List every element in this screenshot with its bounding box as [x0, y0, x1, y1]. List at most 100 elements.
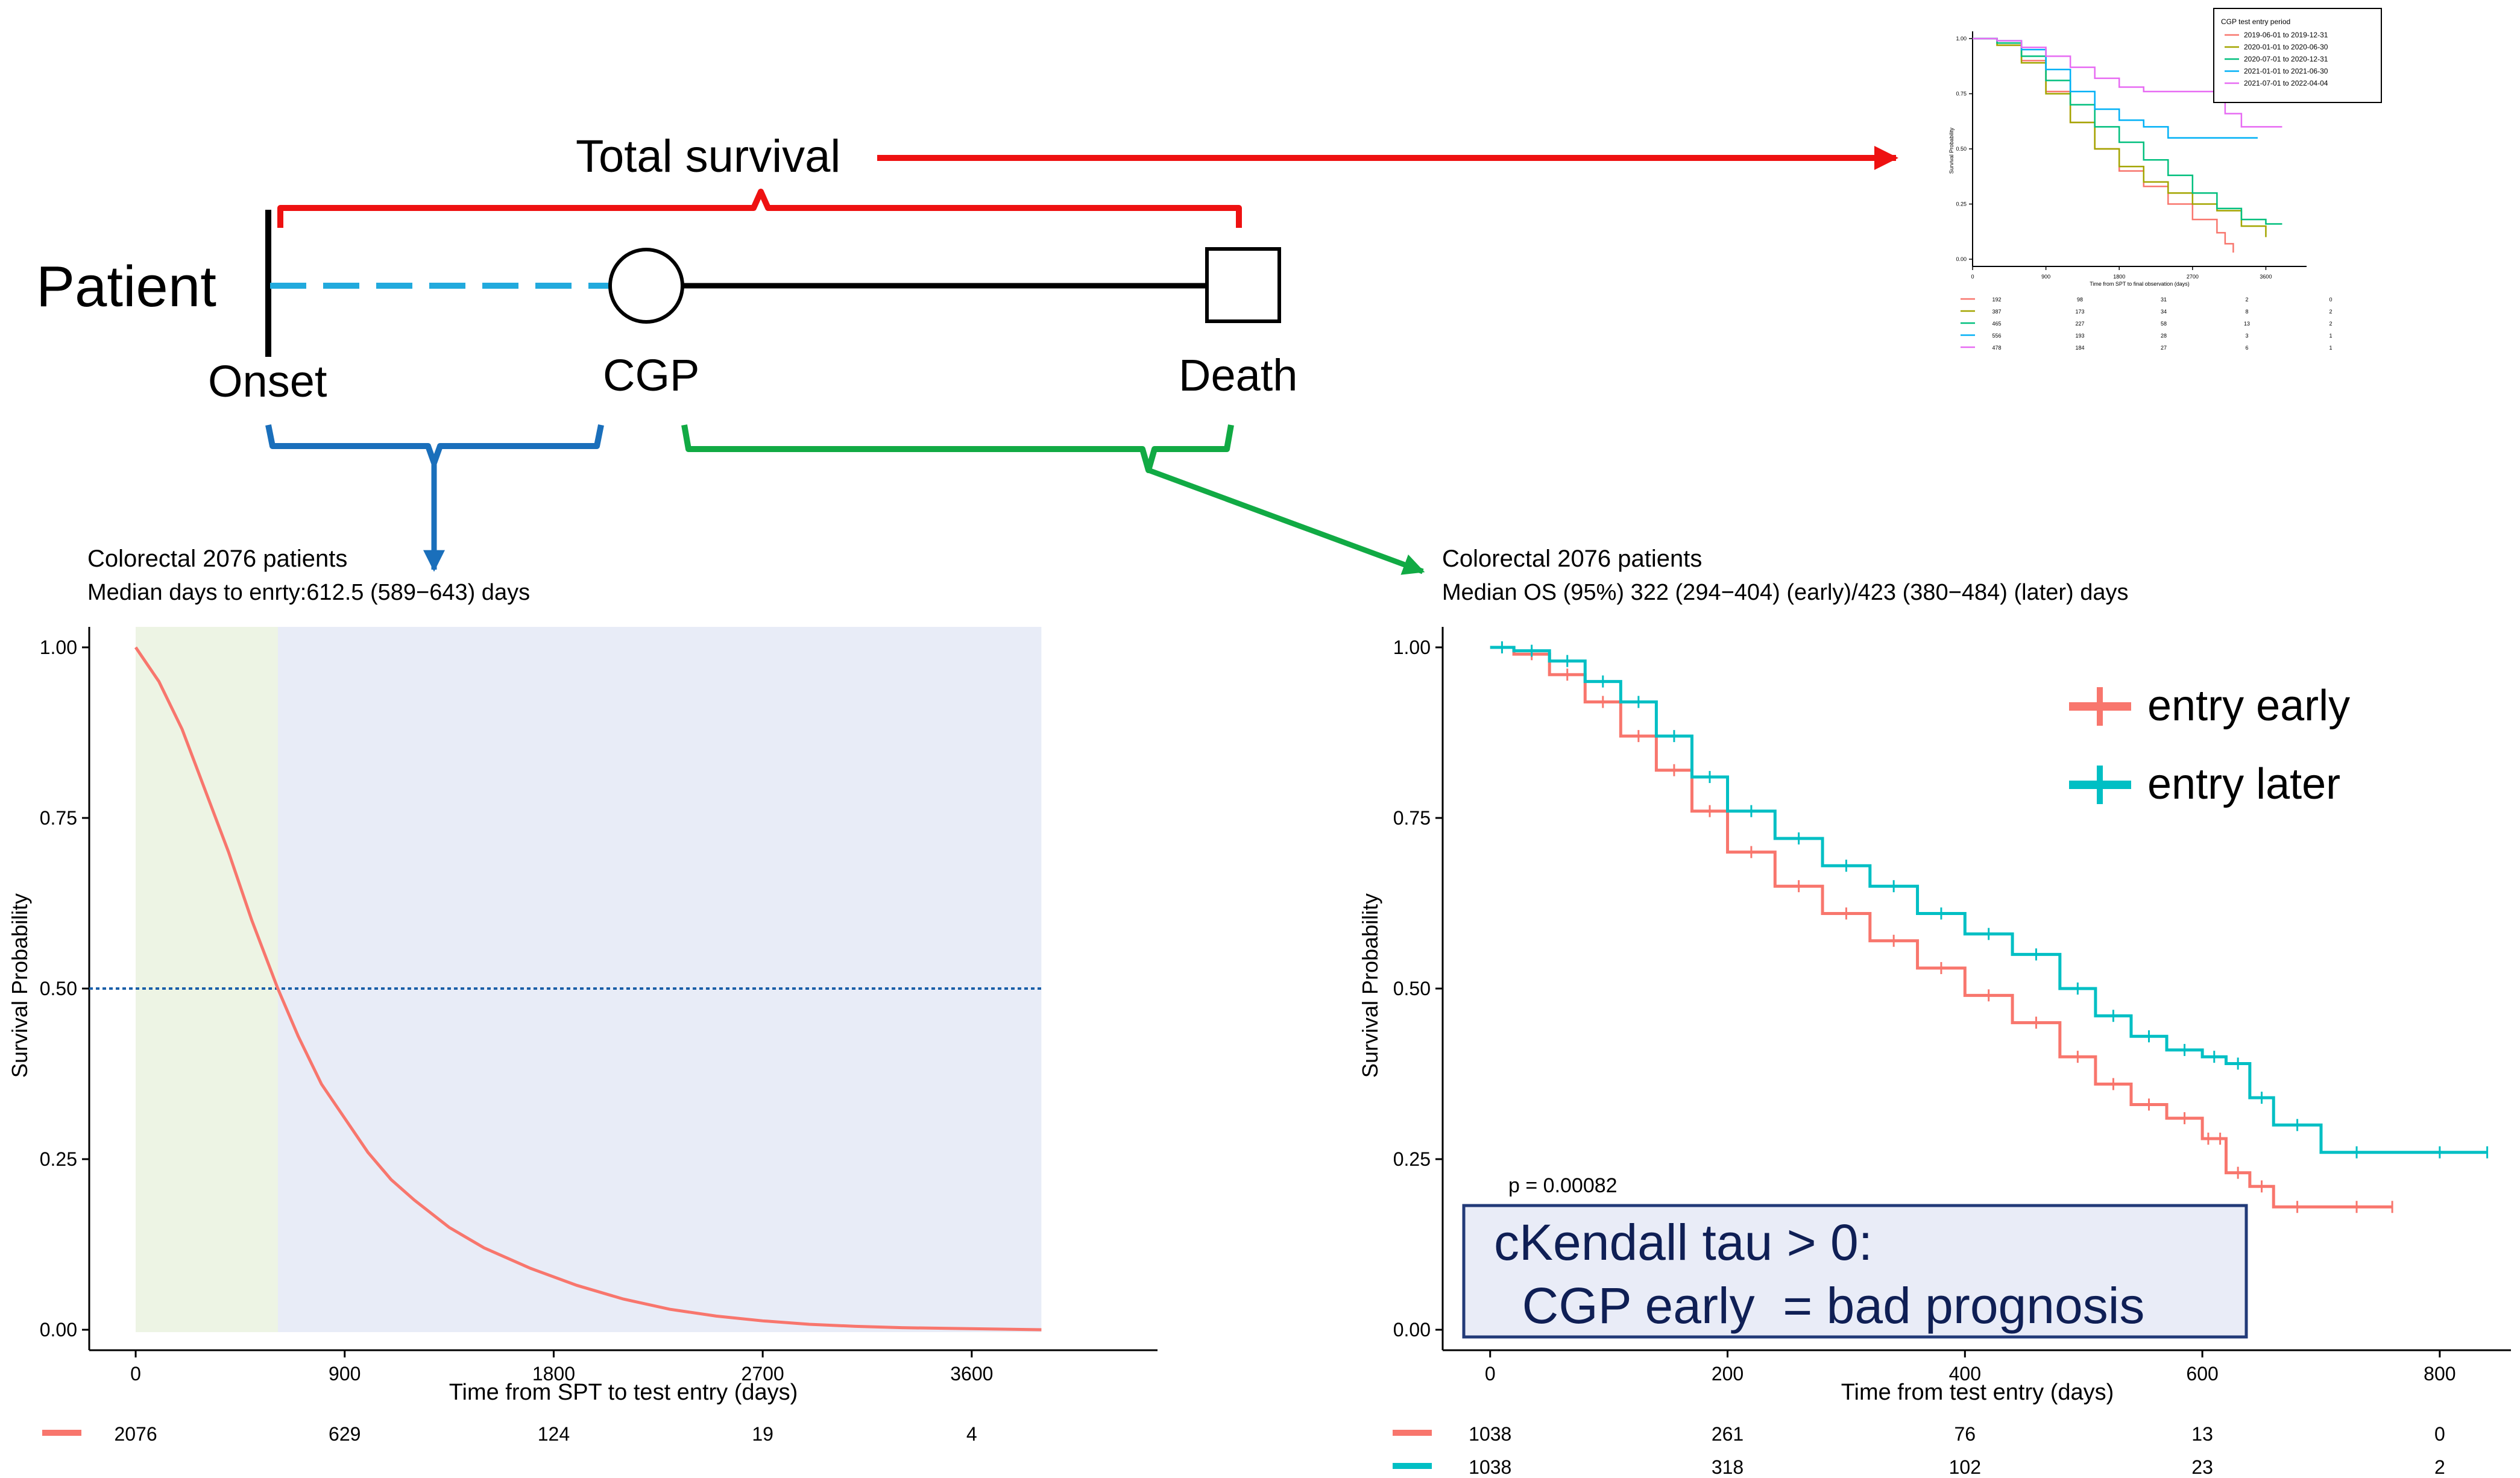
later-shade-region: [277, 627, 1042, 1332]
cgp-death-bracket: [681, 424, 1234, 473]
inset-risk-count: 34: [2161, 309, 2167, 315]
inset-risk-count: 2: [2329, 309, 2332, 315]
inset-risk-count: 6: [2245, 345, 2248, 351]
inset-risk-count: 2: [2329, 321, 2332, 327]
onset-label: Onset: [208, 356, 327, 406]
right-y-tick-label: 0.50: [1393, 978, 1431, 999]
p-value: p = 0.00082: [1508, 1174, 1618, 1197]
right-chart-title: Colorectal 2076 patients: [1442, 546, 1702, 572]
inset-y-tick-label: 0.75: [1956, 91, 1967, 97]
inset-y-tick-label: 0.50: [1956, 146, 1967, 152]
inset-risk-count: 387: [1992, 309, 2001, 315]
right-km-chart: Colorectal 2076 patients Median OS (95%)…: [1358, 546, 2511, 1478]
patient-label: Patient: [36, 254, 216, 319]
right-x-tick-label: 600: [2186, 1363, 2218, 1385]
inset-x-tick-label: 0: [1971, 274, 1974, 280]
right-risk-count: 318: [1712, 1456, 1744, 1475]
inset-y-tick-label: 0.00: [1956, 256, 1967, 262]
left-risk-count: 4: [966, 1423, 977, 1445]
left-risk-count: 2076: [114, 1423, 157, 1445]
inset-legend-label: 2021-07-01 to 2022-04-04: [2244, 79, 2328, 87]
left-km-chart: Colorectal 2076 patients Median days to …: [7, 546, 1158, 1445]
right-y-tick-label: 0.25: [1393, 1148, 1431, 1170]
left-survival-curve: [134, 646, 1042, 1332]
cgp-label: CGP: [603, 350, 699, 400]
inset-legend-label: 2020-01-01 to 2020-06-30: [2244, 43, 2328, 51]
inset-risk-count: 58: [2161, 321, 2167, 327]
inset-risk-count: 27: [2161, 345, 2167, 351]
right-x-axis-title: Time from test entry (days): [1841, 1380, 2114, 1405]
left-risk-count: 124: [538, 1423, 570, 1445]
inset-x-tick-label: 2700: [2187, 274, 2199, 280]
right-y-axis-title: Survival Probability: [1358, 893, 1382, 1078]
left-x-tick-label: 3600: [950, 1363, 993, 1385]
left-x-tick-label: 2700: [742, 1363, 784, 1385]
inset-legend: CGP test entry period 2019-06-01 to 2019…: [2213, 8, 2382, 103]
inset-series-line: [1973, 37, 2282, 128]
left-x-tick-label: 900: [329, 1363, 361, 1385]
inset-x-tick-label: 1800: [2113, 274, 2125, 280]
right-legend: entry early entry later: [2069, 682, 2350, 808]
inset-x-axis-title: Time from SPT to final observation (days…: [2090, 281, 2190, 287]
right-survival-curve: [1490, 646, 2487, 1154]
kendall-line-2: CGP early = bad prognosis: [1494, 1277, 2144, 1334]
right-x-tick-label: 400: [1949, 1363, 1981, 1385]
right-x-tick-label: 200: [1712, 1363, 1744, 1385]
right-risk-count: 0: [2434, 1423, 2445, 1445]
legend-later-label: entry later: [2147, 760, 2340, 808]
right-y-tick-label: 0.75: [1393, 807, 1431, 829]
inset-y-tick-label: 1.00: [1956, 36, 1967, 42]
inset-risk-count: 184: [2075, 345, 2084, 351]
left-y-tick-label: 0.50: [40, 978, 77, 999]
kendall-line-1: cKendall tau > 0:: [1494, 1214, 1873, 1271]
inset-legend-label: 2020-07-01 to 2020-12-31: [2244, 55, 2328, 63]
right-risk-count: 2: [2434, 1456, 2445, 1475]
right-risk-count: 23: [2191, 1456, 2213, 1475]
kendall-box: [1462, 1204, 2248, 1339]
left-y-tick-label: 0.75: [40, 807, 77, 829]
inset-legend-label: 2021-01-01 to 2021-06-30: [2244, 67, 2328, 75]
early-shade-region: [136, 627, 278, 1332]
inset-legend-label: 2019-06-01 to 2019-12-31: [2244, 31, 2328, 39]
inset-y-axis-title: Survival Probability: [1948, 127, 1955, 174]
kendall-annotation-box: cKendall tau > 0: CGP early = bad progno…: [1462, 1204, 2248, 1339]
right-risk-count: 76: [1955, 1423, 1976, 1445]
left-y-tick-label: 1.00: [40, 637, 77, 658]
inset-risk-count: 31: [2161, 297, 2167, 303]
right-x-tick-label: 0: [1485, 1363, 1496, 1385]
inset-ticks: 0 900 1800 2700 3600 0.00 0.25 0.50 0.75 1.00: [1956, 36, 2272, 280]
inset-risk-count: 98: [2077, 297, 2083, 303]
right-risk-count: 1038: [1469, 1423, 1511, 1445]
inset-series-line: [1973, 37, 2282, 225]
death-label: Death: [1179, 350, 1297, 400]
right-chart-subtitle: Median OS (95%) 322 (294−404) (early)/42…: [1442, 580, 2129, 605]
left-risk-table: 2076 629 124 19 4: [42, 1423, 977, 1445]
left-risk-count: 19: [752, 1423, 773, 1445]
inset-risk-count: 556: [1992, 333, 2001, 339]
death-square-icon: [1205, 247, 1281, 323]
inset-risk-count: 1: [2329, 333, 2332, 339]
right-risk-count: 261: [1712, 1423, 1744, 1445]
right-risk-count: 102: [1949, 1456, 1981, 1475]
inset-legend-items: 2019-06-01 to 2019-12-31 2020-01-01 to 20…: [2225, 31, 2328, 87]
inset-y-tick-label: 0.25: [1956, 201, 1967, 207]
inset-risk-count: 227: [2075, 321, 2084, 327]
right-risk-count: 13: [2191, 1423, 2213, 1445]
cgp-death-arrow: [1147, 467, 1425, 575]
inset-series-line: [1973, 37, 2267, 237]
total-survival-bracket: [277, 189, 1242, 228]
right-x-tick-label: 800: [2424, 1363, 2455, 1385]
left-x-axis-title: Time from SPT to test entry (days): [449, 1380, 798, 1405]
inset-risk-count: 1: [2329, 345, 2332, 351]
inset-risk-count: 8: [2245, 309, 2248, 315]
total-survival-label: Total survival: [576, 131, 840, 182]
right-plot: 0 200 400 600 800 0.00 0.25 0.50 0.75 1.00: [1393, 627, 2511, 1385]
timeline-diagram: Patient Onset CGP Death Total survival: [36, 131, 1898, 575]
onset-cgp-bracket: [265, 424, 604, 466]
left-y-tick-label: 0.25: [40, 1148, 77, 1170]
inset-risk-count: 28: [2161, 333, 2167, 339]
inset-x-tick-label: 3600: [2260, 274, 2272, 280]
right-y-tick-label: 0.00: [1393, 1319, 1431, 1341]
